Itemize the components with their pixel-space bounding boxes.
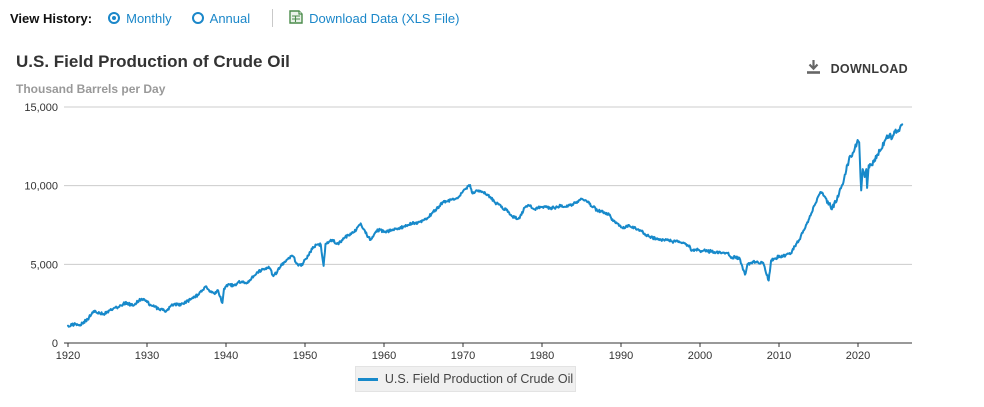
svg-text:2020: 2020: [846, 350, 870, 362]
chart-units-subtitle: Thousand Barrels per Day: [16, 82, 166, 96]
legend[interactable]: U.S. Field Production of Crude Oil: [355, 366, 576, 392]
download-data-link[interactable]: Download Data (XLS File): [289, 9, 459, 27]
view-history-label: View History:: [10, 10, 93, 26]
svg-text:0: 0: [52, 338, 58, 350]
radio-annual-label[interactable]: Annual: [209, 10, 251, 26]
svg-text:5,000: 5,000: [30, 259, 58, 271]
radio-selected-icon[interactable]: [108, 12, 121, 24]
svg-text:1940: 1940: [214, 350, 238, 362]
download-data-link-label[interactable]: Download Data (XLS File): [309, 10, 460, 26]
page-title: U.S. Field Production of Crude Oil: [16, 52, 290, 71]
radio-monthly-label[interactable]: Monthly: [126, 10, 172, 26]
svg-text:1990: 1990: [609, 350, 633, 362]
xls-spreadsheet-icon: [289, 9, 303, 27]
svg-text:1930: 1930: [135, 350, 159, 362]
legend-label: U.S. Field Production of Crude Oil: [384, 372, 574, 386]
svg-text:1970: 1970: [451, 350, 475, 362]
header-divider: [272, 9, 274, 27]
radio-unselected-icon[interactable]: [191, 12, 204, 24]
download-button-label[interactable]: DOWNLOAD: [830, 61, 908, 76]
radio-monthly[interactable]: Monthly: [108, 11, 172, 26]
svg-text:1920: 1920: [56, 350, 80, 362]
radio-annual[interactable]: Annual: [191, 10, 251, 26]
download-arrow-icon: [805, 59, 822, 78]
svg-text:1950: 1950: [293, 350, 317, 362]
svg-text:1980: 1980: [530, 350, 554, 362]
legend-line-swatch: [357, 377, 378, 381]
production-line-chart[interactable]: 0 5,000 10,000 15,000 1920 1930 1940 1950 1960 19…: [0, 100, 984, 400]
download-button[interactable]: DOWNLOAD: [805, 59, 908, 78]
svg-text:1960: 1960: [372, 350, 396, 362]
svg-text:2010: 2010: [767, 350, 791, 362]
view-history-bar: View History: Monthly Annual Download Da…: [10, 9, 459, 27]
svg-text:10,000: 10,000: [24, 181, 58, 193]
svg-text:15,000: 15,000: [24, 102, 58, 114]
svg-text:2000: 2000: [688, 350, 712, 362]
